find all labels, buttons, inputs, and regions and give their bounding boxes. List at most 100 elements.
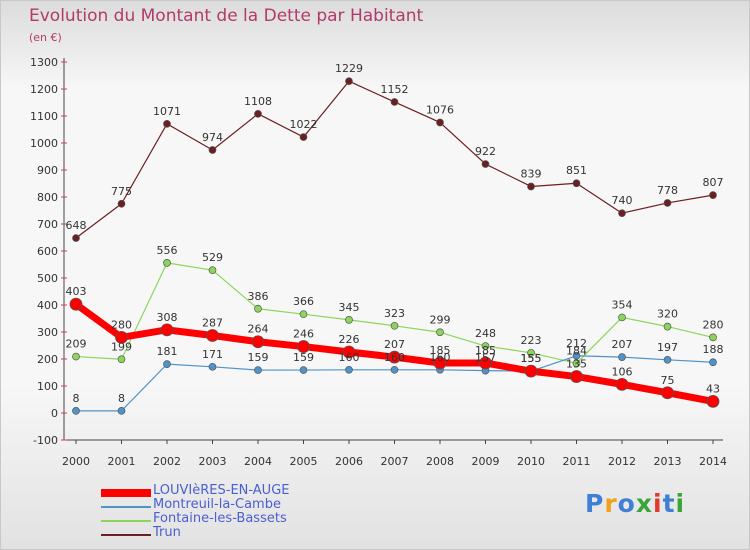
x-tick-label: 2013 <box>654 455 682 468</box>
data-point <box>297 340 310 353</box>
y-tick-label: 1200 <box>30 83 58 96</box>
logo-letter: i <box>653 489 663 518</box>
data-label: 226 <box>339 333 360 346</box>
data-label: 106 <box>612 365 633 378</box>
data-label: 354 <box>612 298 633 311</box>
data-label: 160 <box>339 351 360 364</box>
data-point <box>527 348 535 357</box>
x-tick-label: 2000 <box>62 455 90 468</box>
x-tick-label: 2004 <box>244 455 272 468</box>
data-point <box>208 146 217 154</box>
x-tick-label: 2012 <box>608 455 636 468</box>
data-point <box>390 98 399 106</box>
data-point <box>572 351 581 360</box>
data-point <box>663 199 672 207</box>
logo-letter: t <box>662 489 676 518</box>
x-tick-label: 2001 <box>108 455 136 468</box>
data-label: 181 <box>157 345 178 358</box>
x-tick-label: 2007 <box>381 455 409 468</box>
y-tick-label: 500 <box>37 272 58 285</box>
data-point <box>299 310 308 319</box>
data-point <box>345 365 353 374</box>
data-point <box>661 386 674 400</box>
data-point <box>254 109 262 118</box>
data-label: 839 <box>521 167 542 180</box>
data-label: 320 <box>657 308 678 321</box>
data-label: 1229 <box>335 62 363 75</box>
data-point <box>388 350 401 364</box>
data-label: 280 <box>111 318 132 331</box>
data-label: 1108 <box>244 95 272 108</box>
y-tick-label: 400 <box>37 299 58 312</box>
legend-label: Fontaine-les-Bassets <box>153 511 287 526</box>
legend-label: Trun <box>153 525 181 540</box>
data-point <box>72 352 80 361</box>
data-point <box>572 359 581 368</box>
data-point <box>251 335 265 349</box>
data-point <box>479 356 492 370</box>
legend-swatch <box>101 534 151 536</box>
x-tick-label: 2009 <box>472 455 500 468</box>
logo-letter: i <box>675 489 686 518</box>
data-point <box>433 356 447 370</box>
x-tick-label: 2006 <box>335 455 363 468</box>
data-point <box>706 394 720 408</box>
y-tick-label: 100 <box>37 380 58 393</box>
data-point <box>115 330 128 344</box>
data-label: 1022 <box>290 118 318 131</box>
data-label: 185 <box>430 344 451 357</box>
data-label: 209 <box>66 338 87 351</box>
data-label: 159 <box>293 351 314 364</box>
data-point <box>117 355 126 364</box>
data-point <box>663 322 672 331</box>
data-point <box>709 333 717 342</box>
data-point <box>208 266 217 275</box>
data-point <box>163 259 171 267</box>
y-tick-label: -100 <box>33 434 58 447</box>
data-label: 323 <box>384 307 405 320</box>
data-point <box>527 182 535 191</box>
data-point <box>163 119 171 128</box>
data-label: 8 <box>118 392 125 405</box>
data-label: 135 <box>566 358 587 371</box>
chart-title: Evolution du Montant de la Dette par Hab… <box>29 6 424 26</box>
data-label: 207 <box>384 338 405 351</box>
data-label: 529 <box>202 251 223 264</box>
data-label: 8 <box>73 392 80 405</box>
x-tick-label: 2011 <box>563 455 591 468</box>
data-point <box>615 377 629 391</box>
data-point <box>481 160 490 168</box>
data-point <box>254 366 262 374</box>
data-label: 1076 <box>426 103 454 116</box>
data-label: 974 <box>202 131 223 144</box>
data-point <box>481 342 490 350</box>
data-label: 648 <box>66 219 87 232</box>
data-label: 212 <box>566 337 587 350</box>
data-label: 185 <box>475 344 496 357</box>
data-label: 775 <box>111 185 132 198</box>
data-point <box>117 406 126 415</box>
data-label: 851 <box>566 164 587 177</box>
data-label: 280 <box>703 318 724 331</box>
data-label: 299 <box>430 313 451 326</box>
data-label: 287 <box>202 317 223 330</box>
y-tick-label: 1300 <box>30 56 58 69</box>
data-label: 43 <box>706 382 720 395</box>
data-point <box>572 179 581 188</box>
legend-swatch <box>101 489 151 497</box>
data-point <box>254 304 262 313</box>
data-label: 345 <box>339 301 360 314</box>
data-label: 188 <box>703 343 724 356</box>
data-label: 386 <box>248 290 269 303</box>
data-label: 75 <box>661 374 675 387</box>
data-point <box>345 77 353 86</box>
data-label: 197 <box>657 341 678 354</box>
data-point <box>390 321 399 330</box>
data-point <box>618 353 626 361</box>
proxiti-logo: Proxiti <box>585 489 685 518</box>
data-label: 207 <box>612 338 633 351</box>
data-label: 740 <box>612 194 633 207</box>
data-label: 155 <box>521 352 542 365</box>
data-point <box>69 297 83 311</box>
data-label: 184 <box>566 344 587 357</box>
